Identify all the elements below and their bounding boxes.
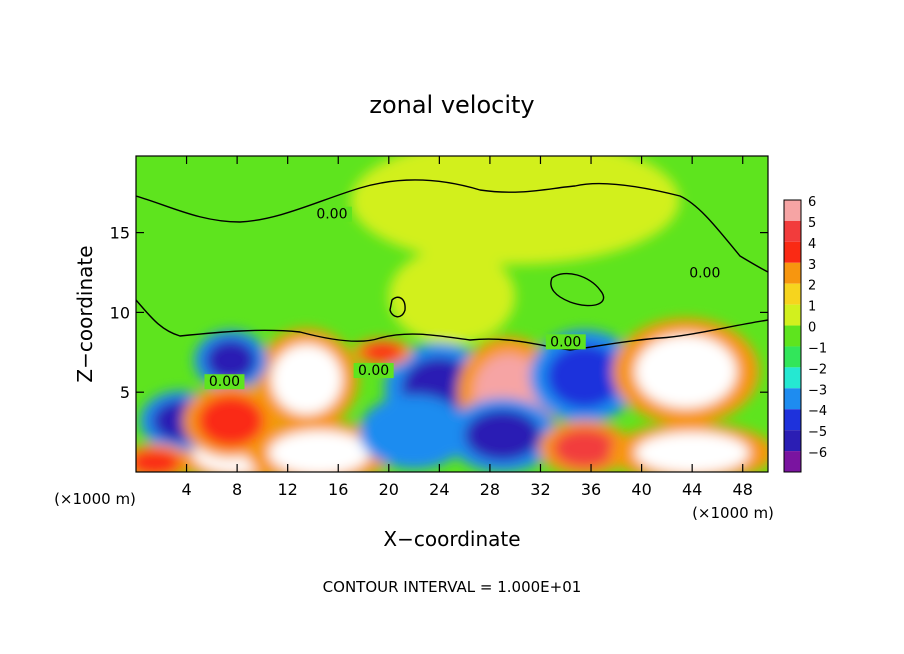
colorbar-swatch-10 <box>784 409 801 431</box>
chart-title: zonal velocity <box>369 91 534 119</box>
contour-small <box>389 296 406 318</box>
colorbar-label-6: 0 <box>808 321 816 336</box>
field-feature-9 <box>546 344 623 409</box>
colorbar-label-8: −2 <box>808 362 827 377</box>
colorbar-label-0: 6 <box>808 195 816 210</box>
contour-blob <box>550 272 605 307</box>
colorbar-label-3: 3 <box>808 258 816 273</box>
x-tick-label-5: 24 <box>429 480 449 499</box>
field-feature-10 <box>553 428 617 468</box>
colorbar-swatch-3 <box>784 262 801 284</box>
field-feature-8 <box>464 409 541 461</box>
x-axis-label: X−coordinate <box>383 527 520 551</box>
x-axis: 4 8 12 16 20 24 28 32 36 40 44 48 <box>181 156 753 499</box>
colorbar-label-7: −1 <box>808 341 827 356</box>
field-feature-14 <box>205 339 257 382</box>
contour-label-1: 0.00 <box>209 374 240 390</box>
field-feature-16 <box>136 449 181 472</box>
field-feature-17 <box>362 342 403 362</box>
zero-contours <box>136 179 768 351</box>
x-tick-label-2: 12 <box>278 480 298 499</box>
x-unit-right: (×1000 m) <box>692 504 774 522</box>
colorbar-label-12: −6 <box>808 446 827 461</box>
y-axis-label: Z−coordinate <box>73 245 97 382</box>
colorbar-swatch-1 <box>784 220 801 242</box>
contour-label-bg-1 <box>204 374 245 390</box>
contour-label-4: 0.00 <box>689 266 720 282</box>
contour-lower-band <box>136 299 768 351</box>
plot-area: 0.00 0.00 0.00 0.00 0.00 <box>136 156 768 472</box>
colorbar-label-5: 1 <box>808 300 816 315</box>
colorbar-label-10: −4 <box>808 404 827 419</box>
colorbar-swatch-11 <box>784 430 801 452</box>
x-tick-label-3: 16 <box>328 480 348 499</box>
colorbar-label-4: 2 <box>808 279 816 294</box>
y-tick-label-2: 15 <box>110 224 130 243</box>
x-tick-label-10: 44 <box>682 480 702 499</box>
contour-labels: 0.00 0.00 0.00 0.00 0.00 <box>204 206 725 390</box>
contour-upper <box>136 179 768 273</box>
x-tick-label-4: 20 <box>379 480 399 499</box>
x-tick-label-11: 48 <box>733 480 753 499</box>
colorbar-label-1: 5 <box>808 216 816 231</box>
contour-interval-footer: CONTOUR INTERVAL = 1.000E+01 <box>323 578 582 596</box>
contour-label-bg-4 <box>684 265 725 281</box>
colorbar-swatch-6 <box>784 325 801 347</box>
x-tick-label-6: 28 <box>480 480 500 499</box>
colorbar-swatch-9 <box>784 388 801 410</box>
x-unit-left: (×1000 m) <box>54 490 136 508</box>
contour-label-bg-3 <box>545 334 586 350</box>
x-tick-label-0: 4 <box>181 480 191 499</box>
contour-label-bg-0 <box>311 206 352 222</box>
contour-label-0: 0.00 <box>316 207 347 223</box>
y-axis: 5 10 15 <box>110 224 768 402</box>
field-feature-11 <box>635 334 737 409</box>
field-feature-4 <box>268 430 370 472</box>
field-feature-6 <box>376 406 452 458</box>
colorbar-frame <box>783 199 802 473</box>
colorbar-swatch-5 <box>784 304 801 326</box>
velocity-field <box>136 156 768 472</box>
contour-label-3: 0.00 <box>550 334 581 350</box>
colorbar-swatch-0 <box>784 200 801 221</box>
x-tick-label-7: 32 <box>530 480 550 499</box>
y-tick-label-0: 5 <box>120 383 130 402</box>
colorbar-swatch-12 <box>784 451 801 472</box>
colorbar-swatch-7 <box>784 346 801 368</box>
colorbar-swatch-8 <box>784 367 801 389</box>
field-feature-15 <box>197 395 264 447</box>
colorbar-label-2: 4 <box>808 237 816 252</box>
field-feature-2 <box>271 344 343 415</box>
x-tick-label-1: 8 <box>232 480 242 499</box>
colorbar: 6 5 4 3 2 1 0 −1 −2 −3 −4 −5 −6 <box>783 195 827 473</box>
colorbar-label-9: −3 <box>808 383 827 398</box>
contour-label-bg-2 <box>353 363 394 379</box>
colorbar-swatch-4 <box>784 283 801 305</box>
x-tick-label-9: 40 <box>631 480 651 499</box>
field-feature-12 <box>635 432 750 472</box>
field-feature-1 <box>388 248 516 345</box>
x-tick-label-8: 36 <box>581 480 601 499</box>
y-tick-label-1: 10 <box>110 303 130 322</box>
colorbar-swatch-2 <box>784 241 801 263</box>
plot-frame <box>135 155 769 473</box>
contour-label-2: 0.00 <box>358 363 389 379</box>
colorbar-label-11: −5 <box>808 425 827 440</box>
